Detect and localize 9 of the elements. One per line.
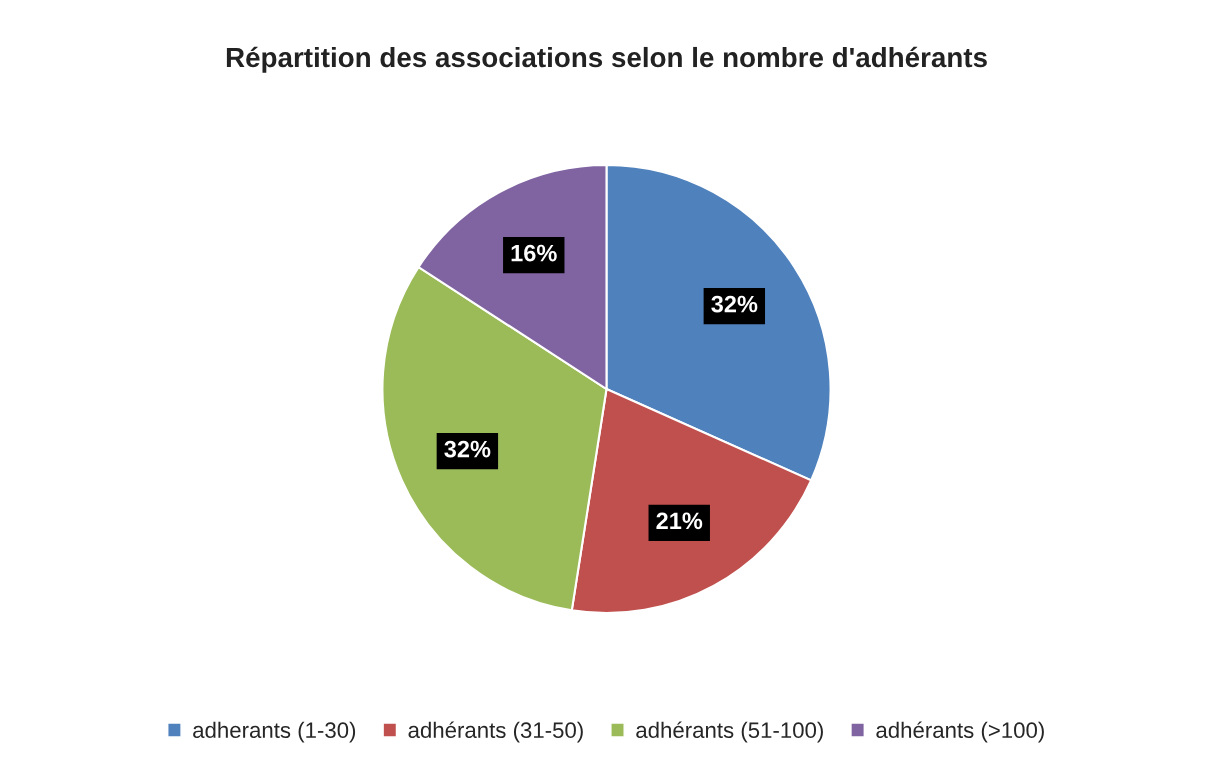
data-label: 21% bbox=[656, 512, 703, 530]
legend-label: adhérants (51-100) bbox=[636, 721, 823, 743]
legend-label: adherants (1-30) bbox=[193, 721, 356, 743]
data-label: 32% bbox=[444, 440, 491, 458]
data-label: 16% bbox=[511, 244, 557, 262]
chart-title: Répartition des associations selon le nombre d'adhérants bbox=[226, 46, 987, 73]
data-label: 32% bbox=[711, 295, 758, 313]
legend-label: adhérants (31-50) bbox=[408, 721, 583, 743]
legend-label: adhérants (>100) bbox=[876, 721, 1044, 743]
